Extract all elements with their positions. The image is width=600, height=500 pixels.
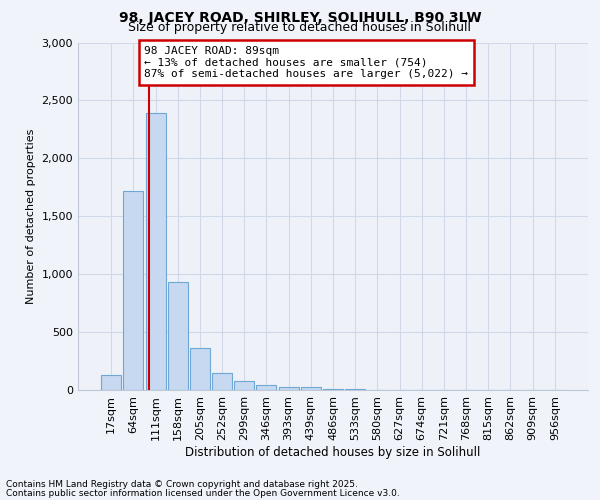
Bar — [278, 386, 299, 390]
Text: 98 JACEY ROAD: 89sqm
← 13% of detached houses are smaller (754)
87% of semi-deta: 98 JACEY ROAD: 89sqm ← 13% of detached h… — [145, 46, 469, 79]
Bar — [234, 380, 254, 390]
Bar — [256, 385, 277, 390]
Y-axis label: Number of detached properties: Number of detached properties — [26, 128, 36, 304]
Text: Contains HM Land Registry data © Crown copyright and database right 2025.: Contains HM Land Registry data © Crown c… — [6, 480, 358, 489]
Text: 98, JACEY ROAD, SHIRLEY, SOLIHULL, B90 3LW: 98, JACEY ROAD, SHIRLEY, SOLIHULL, B90 3… — [119, 11, 481, 25]
Bar — [301, 388, 321, 390]
Text: Size of property relative to detached houses in Solihull: Size of property relative to detached ho… — [128, 21, 472, 34]
Bar — [212, 372, 232, 390]
Bar — [323, 389, 343, 390]
Bar — [124, 191, 143, 390]
Bar — [168, 282, 188, 390]
Bar — [101, 375, 121, 390]
Text: Contains public sector information licensed under the Open Government Licence v3: Contains public sector information licen… — [6, 488, 400, 498]
Bar — [190, 348, 210, 390]
X-axis label: Distribution of detached houses by size in Solihull: Distribution of detached houses by size … — [185, 446, 481, 458]
Bar — [146, 113, 166, 390]
